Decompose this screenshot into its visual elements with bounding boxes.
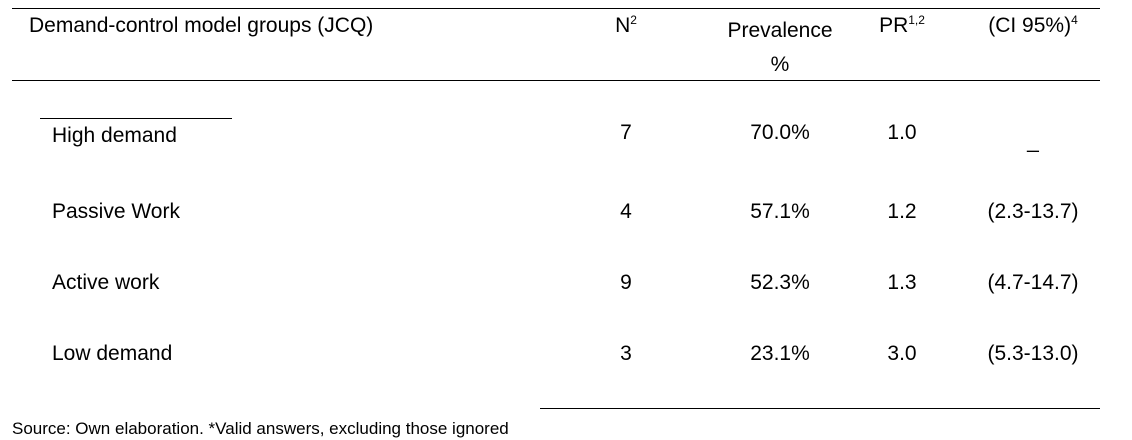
table-row-pr: 1.3 [887, 271, 917, 294]
table-row-group: Low demand [52, 342, 173, 365]
table-row-pr: 3.0 [887, 342, 917, 365]
table-row-group: High demand [52, 124, 177, 147]
table-row-prevalence: 57.1% [750, 200, 810, 223]
first-row-short-rule [40, 118, 232, 119]
table-row-group: Active work [52, 271, 160, 294]
table-row-prevalence: 70.0% [750, 121, 810, 144]
header-group: Demand-control model groups (JCQ) [29, 14, 373, 38]
header-group-label: Demand-control model groups (JCQ) [29, 14, 374, 37]
header-prevalence-line2: % [770, 53, 790, 76]
table-row-n: 3 [620, 342, 632, 365]
header-pr: PR1,2 [862, 14, 942, 38]
header-prevalence-line1: Prevalence [727, 19, 833, 42]
header-n: N2 [596, 14, 656, 38]
table-row-n: 7 [620, 121, 632, 144]
table-row-pr: 1.0 [887, 121, 917, 144]
table-row-n: 4 [620, 200, 632, 223]
table-row-prevalence: 23.1% [750, 342, 810, 365]
table-row-group: Passive Work [52, 200, 180, 223]
header-ci: (CI 95%)4 [958, 14, 1108, 38]
header-ci-label: (CI 95%) [988, 14, 1072, 37]
table-row-ci: (4.7-14.7) [987, 271, 1079, 294]
header-bottom-rule [12, 80, 1100, 81]
table-row-ci: (2.3-13.7) [987, 200, 1079, 223]
table-row-prevalence: 52.3% [750, 271, 810, 294]
header-pr-label: PR [879, 14, 909, 37]
table-row-ci: _ [1027, 130, 1039, 153]
table-row-ci: (5.3-13.0) [987, 342, 1079, 365]
table-top-rule [12, 8, 1100, 9]
header-n-label: N [615, 14, 631, 37]
header-n-sup: 2 [630, 13, 637, 27]
table-bottom-rule [540, 408, 1100, 409]
header-ci-sup: 4 [1071, 13, 1078, 27]
table-row-pr: 1.2 [887, 200, 917, 223]
header-prevalence: Prevalence % [700, 14, 860, 82]
table-row-n: 9 [620, 271, 632, 294]
header-pr-sup: 1,2 [908, 13, 925, 27]
source-note: Source: Own elaboration. *Valid answers,… [12, 419, 509, 438]
